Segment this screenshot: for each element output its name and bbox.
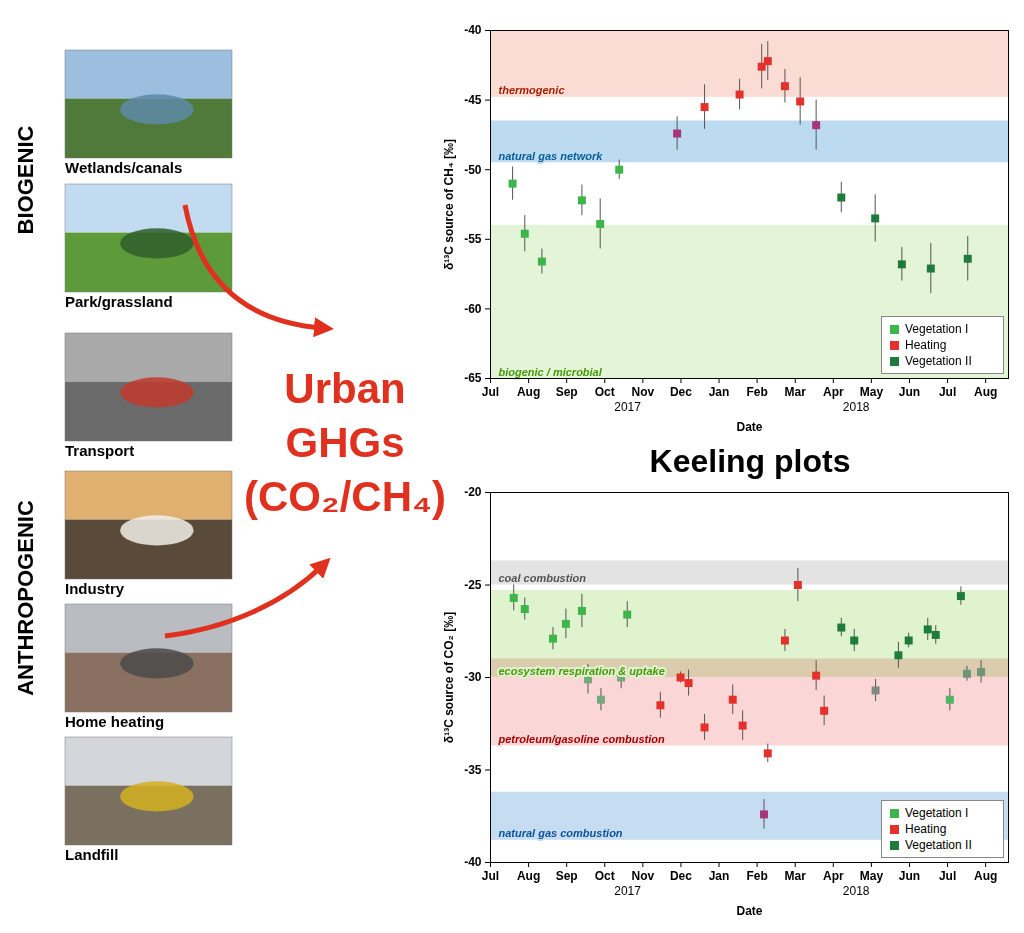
svg-text:Date: Date <box>736 420 762 434</box>
svg-text:petroleum/gasoline combustion: petroleum/gasoline combustion <box>498 733 666 745</box>
svg-text:-40: -40 <box>464 855 482 869</box>
svg-text:May: May <box>860 869 884 883</box>
svg-text:-25: -25 <box>464 578 482 592</box>
html-text:(CO₂/CH₄): (CO₂/CH₄) <box>244 473 446 520</box>
svg-text:Industry: Industry <box>65 580 125 597</box>
svg-text:Aug: Aug <box>517 385 540 399</box>
html-text:Heating: Heating <box>905 338 947 352</box>
svg-text:-20: -20 <box>464 485 482 499</box>
svg-text:thermogenic: thermogenic <box>499 84 565 96</box>
svg-text:Feb: Feb <box>746 869 767 883</box>
svg-text:Aug: Aug <box>974 869 997 883</box>
html-text:Vegetation II: Vegetation II <box>905 838 972 852</box>
html-text:Heating: Heating <box>905 822 947 836</box>
svg-text:Transport: Transport <box>65 442 134 459</box>
svg-text:biogenic / microbial: biogenic / microbial <box>499 366 603 378</box>
svg-text:May: May <box>860 385 884 399</box>
html-text:Urban: Urban <box>284 365 406 412</box>
svg-text:thermogenic: thermogenic <box>499 84 565 96</box>
svg-text:-45: -45 <box>464 93 482 107</box>
svg-text:Jul: Jul <box>482 385 499 399</box>
svg-text:-60: -60 <box>464 302 482 316</box>
svg-text:biogenic / microbial: biogenic / microbial <box>499 366 603 378</box>
html-text:GHGs: GHGs <box>285 419 405 466</box>
svg-text:natural gas combustion: natural gas combustion <box>499 827 623 839</box>
svg-text:δ¹³C source of CH₄ [‰]: δ¹³C source of CH₄ [‰] <box>442 139 456 270</box>
svg-text:2017: 2017 <box>614 884 641 898</box>
html-text:Vegetation II: Vegetation II <box>905 354 972 368</box>
svg-text:Aug: Aug <box>974 385 997 399</box>
svg-text:Landfill: Landfill <box>65 846 118 863</box>
svg-text:δ¹³C source of CO₂ [‰]: δ¹³C source of CO₂ [‰] <box>442 612 456 743</box>
svg-text:Jul: Jul <box>482 869 499 883</box>
svg-text:Nov: Nov <box>632 869 655 883</box>
svg-text:natural gas network: natural gas network <box>499 150 604 162</box>
svg-text:2018: 2018 <box>843 400 870 414</box>
html-text:Vegetation I: Vegetation I <box>905 806 969 820</box>
svg-text:-55: -55 <box>464 232 482 246</box>
svg-text:BIOGENIC: BIOGENIC <box>13 126 38 235</box>
svg-text:Dec: Dec <box>670 385 692 399</box>
svg-text:natural gas network: natural gas network <box>499 150 604 162</box>
svg-text:Dec: Dec <box>670 869 692 883</box>
svg-text:natural gas combustion: natural gas combustion <box>499 827 623 839</box>
svg-text:Aug: Aug <box>517 869 540 883</box>
svg-text:Jun: Jun <box>899 869 920 883</box>
svg-text:Jan: Jan <box>709 385 730 399</box>
html-text:Keeling plots: Keeling plots <box>649 443 851 479</box>
svg-text:Feb: Feb <box>746 385 767 399</box>
svg-text:Home heating: Home heating <box>65 713 164 730</box>
svg-text:Jul: Jul <box>939 385 956 399</box>
svg-text:2018: 2018 <box>843 884 870 898</box>
svg-text:2017: 2017 <box>614 400 641 414</box>
svg-text:-40: -40 <box>464 23 482 37</box>
html-text:Vegetation I: Vegetation I <box>905 322 969 336</box>
svg-text:Jul: Jul <box>939 869 956 883</box>
svg-text:Sep: Sep <box>556 385 578 399</box>
svg-text:Sep: Sep <box>556 869 578 883</box>
svg-text:Apr: Apr <box>823 869 844 883</box>
svg-text:Jan: Jan <box>709 869 730 883</box>
svg-text:-50: -50 <box>464 163 482 177</box>
svg-text:ecosystem respiration & uptake: ecosystem respiration & uptake <box>499 665 665 677</box>
svg-text:Park/grassland: Park/grassland <box>65 293 173 310</box>
svg-text:coal combustion: coal combustion <box>499 572 587 584</box>
svg-text:ANTHROPOGENIC: ANTHROPOGENIC <box>13 500 38 696</box>
svg-text:petroleum/gasoline combustion: petroleum/gasoline combustion <box>498 733 666 745</box>
svg-text:Date: Date <box>736 904 762 918</box>
svg-text:coal combustion: coal combustion <box>499 572 587 584</box>
svg-text:Oct: Oct <box>595 385 615 399</box>
svg-text:-65: -65 <box>464 371 482 385</box>
svg-text:Jun: Jun <box>899 385 920 399</box>
svg-text:Oct: Oct <box>595 869 615 883</box>
svg-text:Apr: Apr <box>823 385 844 399</box>
svg-text:Wetlands/canals: Wetlands/canals <box>65 159 182 176</box>
svg-text:Mar: Mar <box>785 385 807 399</box>
svg-text:ecosystem respiration & uptake: ecosystem respiration & uptake <box>499 665 665 677</box>
svg-text:-30: -30 <box>464 670 482 684</box>
svg-text:Mar: Mar <box>785 869 807 883</box>
svg-text:-35: -35 <box>464 763 482 777</box>
svg-text:Nov: Nov <box>632 385 655 399</box>
